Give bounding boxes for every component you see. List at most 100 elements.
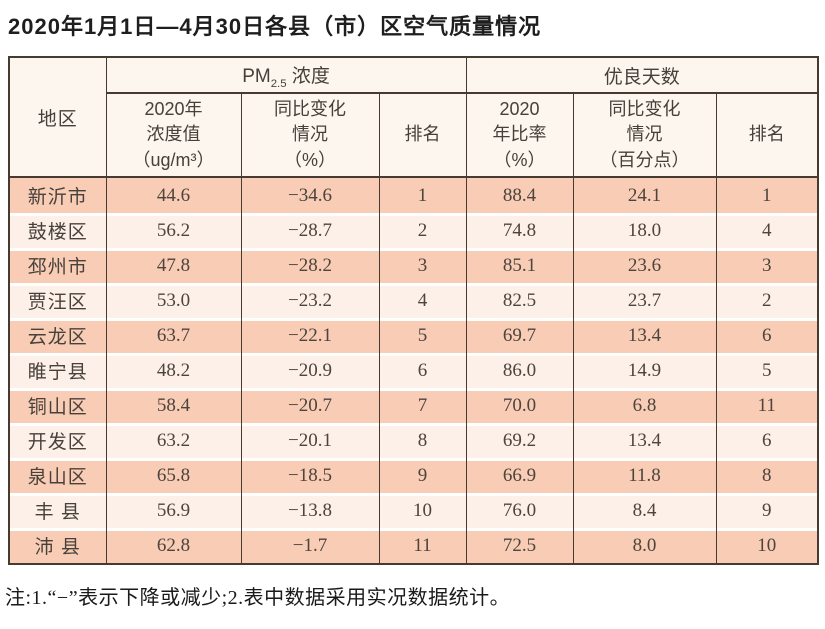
page: 2020年1月1日—4月30日各县（市）区空气质量情况 地区 PM2.5 浓度 …	[0, 9, 825, 610]
table-row: 铜山区 58.4 −20.7 7 70.0 6.8 11	[8, 388, 819, 423]
header-good-days-group: 优良天数	[465, 57, 819, 94]
cell-pm-value: 44.6	[105, 177, 242, 213]
cell-good-rank: 11	[715, 388, 819, 423]
cell-good-rate: 86.0	[465, 353, 574, 388]
cell-region: 铜山区	[8, 388, 107, 423]
header-good-rank: 排名	[715, 93, 819, 178]
cell-pm-change: −28.2	[240, 248, 380, 283]
cell-good-rank: 2	[715, 283, 819, 318]
cell-good-change: 6.8	[572, 388, 717, 423]
header-pm25-group: PM2.5 浓度	[105, 57, 467, 94]
cell-pm-rank: 11	[378, 528, 467, 564]
header-good-rate: 2020 年比率 （%）	[465, 93, 574, 178]
header-good-change: 同比变化 情况 （百分点）	[572, 93, 717, 178]
cell-good-change: 13.4	[572, 423, 717, 458]
table-row: 泉山区 65.8 −18.5 9 66.9 11.8 8	[8, 458, 819, 493]
cell-good-rank: 10	[715, 528, 819, 564]
cell-pm-value: 62.8	[105, 528, 242, 564]
cell-good-change: 11.8	[572, 458, 717, 493]
header-line: （ug/m³）	[132, 149, 215, 170]
cell-good-rate: 69.2	[465, 423, 574, 458]
header-line: （%）	[283, 149, 336, 170]
cell-pm-change: −34.6	[240, 177, 380, 213]
cell-pm-change: −20.7	[240, 388, 380, 423]
footnote: 注:1.“−”表示下降或减少;2.表中数据采用实况数据统计。	[5, 587, 511, 609]
cell-good-change: 14.9	[572, 353, 717, 388]
table-row: 丰 县 56.9 −13.8 10 76.0 8.4 9	[8, 493, 819, 528]
table-row: 贾汪区 53.0 −23.2 4 82.5 23.7 2	[8, 283, 819, 318]
cell-pm-value: 56.2	[105, 213, 242, 248]
cell-good-rank: 9	[715, 493, 819, 528]
cell-region: 睢宁县	[8, 353, 107, 388]
cell-region: 云龙区	[8, 318, 107, 353]
header-line: 年比率	[492, 124, 547, 145]
cell-region: 新沂市	[8, 177, 107, 213]
cell-pm-rank: 3	[378, 248, 467, 283]
header-pm-change: 同比变化 情况 （%）	[240, 93, 380, 178]
cell-good-rank: 6	[715, 318, 819, 353]
header-pm-value: 2020年 浓度值 （ug/m³）	[105, 93, 242, 178]
cell-good-change: 8.4	[572, 493, 717, 528]
cell-pm-value: 65.8	[105, 458, 242, 493]
header-line: 情况	[626, 124, 663, 145]
cell-pm-value: 53.0	[105, 283, 242, 318]
header-line: 2020	[499, 99, 540, 120]
group-header-row: 地区 PM2.5 浓度 优良天数	[8, 57, 819, 178]
cell-pm-change: −28.7	[240, 213, 380, 248]
cell-pm-rank: 6	[378, 353, 467, 388]
cell-good-rate: 88.4	[465, 177, 574, 213]
cell-region: 邳州市	[8, 248, 107, 283]
header-pm-rank: 排名	[378, 93, 467, 178]
table-row: 沛 县 62.8 −1.7 11 72.5 8.0 10	[8, 528, 819, 564]
cell-good-rank: 4	[715, 213, 819, 248]
cell-good-rank: 1	[715, 177, 819, 213]
cell-pm-change: −23.2	[240, 283, 380, 318]
air-quality-table: 地区 PM2.5 浓度 优良天数 2020年 浓度值 （ug/m³） 同比变化 …	[8, 56, 820, 565]
cell-good-rate: 74.8	[465, 213, 574, 248]
cell-pm-change: −1.7	[240, 528, 380, 564]
cell-good-rate: 69.7	[465, 318, 574, 353]
cell-good-rate: 82.5	[465, 283, 574, 318]
cell-pm-value: 63.2	[105, 423, 242, 458]
cell-good-rate: 85.1	[465, 248, 574, 283]
cell-good-rate: 76.0	[465, 493, 574, 528]
cell-good-change: 8.0	[572, 528, 717, 564]
cell-good-change: 23.7	[572, 283, 717, 318]
table-row: 新沂市 44.6 −34.6 1 88.4 24.1 1	[8, 177, 819, 213]
header-line: 2020年	[144, 99, 203, 120]
cell-good-rate: 72.5	[465, 528, 574, 564]
cell-good-change: 23.6	[572, 248, 717, 283]
table-row: 开发区 63.2 −20.1 8 69.2 13.4 6	[8, 423, 819, 458]
table-row: 鼓楼区 56.2 −28.7 2 74.8 18.0 4	[8, 213, 819, 248]
cell-good-rate: 66.9	[465, 458, 574, 493]
header-line: 同比变化	[274, 99, 346, 120]
cell-pm-rank: 4	[378, 283, 467, 318]
cell-pm-value: 63.7	[105, 318, 242, 353]
cell-good-change: 18.0	[572, 213, 717, 248]
cell-pm-value: 47.8	[105, 248, 242, 283]
header-line: （%）	[493, 149, 546, 170]
header-line: 同比变化	[608, 99, 681, 120]
cell-pm-rank: 8	[378, 423, 467, 458]
table-header: 地区 PM2.5 浓度 优良天数 2020年 浓度值 （ug/m³） 同比变化 …	[8, 57, 819, 178]
table-row: 邳州市 47.8 −28.2 3 85.1 23.6 3	[8, 248, 819, 283]
cell-region: 开发区	[8, 423, 107, 458]
cell-good-rank: 8	[715, 458, 819, 493]
pm25-label-rest: 浓度	[286, 65, 330, 87]
cell-pm-rank: 9	[378, 458, 467, 493]
table-row: 云龙区 63.7 −22.1 5 69.7 13.4 6	[8, 318, 819, 353]
pm25-label-base: PM	[242, 65, 271, 87]
cell-pm-rank: 7	[378, 388, 467, 423]
header-line: （百分点）	[599, 149, 690, 170]
cell-region: 沛 县	[8, 528, 107, 564]
cell-good-change: 24.1	[572, 177, 717, 213]
cell-pm-change: −20.1	[240, 423, 380, 458]
cell-region: 贾汪区	[8, 283, 107, 318]
cell-pm-change: −18.5	[240, 458, 380, 493]
cell-pm-change: −13.8	[240, 493, 380, 528]
cell-pm-value: 48.2	[105, 353, 242, 388]
cell-good-rank: 3	[715, 248, 819, 283]
cell-good-change: 13.4	[572, 318, 717, 353]
table-row: 睢宁县 48.2 −20.9 6 86.0 14.9 5	[8, 353, 819, 388]
cell-pm-rank: 5	[378, 318, 467, 353]
